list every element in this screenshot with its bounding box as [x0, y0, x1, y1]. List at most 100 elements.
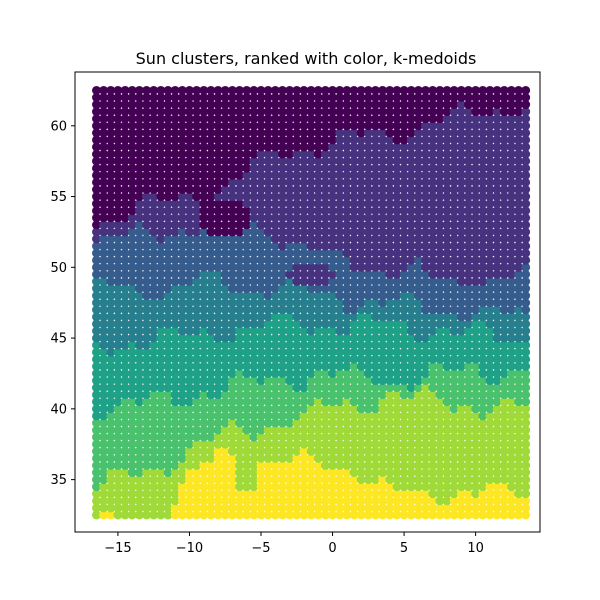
scatter-point-3019	[306, 163, 316, 173]
scatter-point-1403	[92, 347, 101, 357]
scatter-point-1940	[442, 291, 452, 301]
scatter-point-1236	[206, 369, 216, 378]
scatter-point-1964	[177, 284, 187, 293]
scatter-point-3200	[292, 142, 302, 152]
scatter-point-1619	[328, 326, 337, 336]
scatter-point-2320	[106, 241, 116, 251]
scatter-point-2424	[413, 234, 423, 244]
scatter-point-1493	[299, 340, 309, 350]
scatter-point-196	[185, 489, 194, 499]
scatter-point-1951	[521, 291, 531, 301]
scatter-point-1878	[435, 298, 445, 308]
scatter-point-331	[278, 475, 287, 485]
scatter-point-1500	[349, 340, 359, 350]
scatter-point-47	[428, 510, 438, 520]
scatter-point-873	[227, 411, 237, 421]
scatter-point-161	[371, 496, 380, 506]
scatter-point-2232	[349, 255, 359, 265]
scatter-point-2951	[256, 170, 266, 180]
scatter-point-2249	[471, 255, 481, 265]
scatter-point-1504	[378, 340, 388, 350]
scatter-point-263	[227, 482, 237, 492]
scatter-point-3650	[456, 93, 466, 102]
scatter-point-466	[371, 461, 380, 470]
scatter-point-448	[242, 461, 252, 470]
scatter-point-662	[464, 439, 473, 449]
scatter-point-447	[235, 461, 244, 470]
scatter-point-2614	[464, 213, 473, 223]
scatter-point-1069	[320, 390, 330, 400]
scatter-point-2387	[149, 234, 159, 244]
scatter-point-265	[242, 482, 252, 492]
scatter-point-2430	[456, 234, 466, 244]
scatter-point-2467	[285, 227, 295, 237]
scatter-point-386	[235, 468, 244, 477]
scatter-point-1630	[406, 326, 416, 336]
scatter-point-1442	[371, 347, 380, 357]
scatter-point-3292	[514, 135, 523, 145]
scatter-point-2331	[185, 241, 194, 251]
scatter-point-2369	[456, 241, 466, 251]
scatter-point-3131	[235, 149, 244, 159]
scatter-point-3474	[506, 114, 516, 124]
scatter-point-1683	[349, 319, 359, 329]
scatter-point-1897	[134, 291, 144, 301]
scatter-point-3552	[192, 100, 202, 109]
scatter-point-1415	[177, 347, 187, 357]
scatter-point-780	[435, 425, 445, 435]
scatter-point-1205	[421, 376, 430, 385]
scatter-point-3678	[220, 85, 230, 95]
scatter-point-2096	[249, 269, 259, 279]
scatter-point-3486	[156, 107, 166, 117]
scatter-point-3043	[478, 163, 488, 173]
scatter-point-2676	[471, 206, 481, 216]
scatter-point-2091	[213, 269, 223, 279]
scatter-point-2146	[170, 262, 180, 272]
scatter-point-1311	[306, 361, 316, 371]
scatter-point-3503	[278, 107, 287, 117]
scatter-point-2856	[449, 185, 459, 194]
scatter-point-2262	[127, 248, 137, 258]
scatter-point-3353	[514, 128, 523, 138]
scatter-point-696	[270, 432, 280, 442]
scatter-point-2114	[378, 269, 388, 279]
scatter-point-876	[249, 411, 259, 421]
scatter-point-2949	[242, 170, 252, 180]
scatter-point-2272	[199, 248, 209, 258]
scatter-point-2402	[256, 234, 266, 244]
scatter-point-1827	[506, 305, 516, 315]
scatter-point-96	[342, 503, 352, 513]
scatter-point-3572	[335, 100, 345, 109]
scatter-point-3718	[506, 85, 516, 95]
scatter-point-1784	[199, 305, 209, 315]
scatter-point-1650	[113, 319, 123, 329]
scatter-point-3602	[113, 93, 123, 102]
scatter-point-3031	[392, 163, 402, 173]
scatter-point-1455	[464, 347, 473, 357]
scatter-point-997	[242, 397, 252, 407]
scatter-point-2772	[285, 192, 295, 201]
scatter-point-2535	[335, 220, 345, 230]
scatter-point-1326	[413, 361, 423, 371]
scatter-point-2443	[113, 227, 123, 237]
scatter-point-3569	[313, 100, 323, 109]
scatter-point-554	[127, 446, 137, 456]
scatter-point-3703	[399, 85, 409, 95]
scatter-point-1965	[185, 284, 194, 293]
scatter-point-1063	[278, 390, 287, 400]
chart-title: Sun clusters, ranked with color, k-medoi…	[136, 49, 477, 68]
scatter-point-1435	[320, 347, 330, 357]
scatter-point-3379	[263, 121, 273, 131]
scatter-point-122	[92, 496, 101, 506]
scatter-point-2938	[163, 170, 173, 180]
scatter-point-266	[249, 482, 259, 492]
scatter-point-3016	[285, 163, 295, 173]
scatter-point-1631	[413, 326, 423, 336]
scatter-point-2703	[227, 199, 237, 209]
scatter-point-2391	[177, 234, 187, 244]
scatter-point-2328	[163, 241, 173, 251]
scatter-point-2608	[421, 213, 430, 223]
scatter-point-2696	[177, 199, 187, 209]
scatter-point-2638	[199, 206, 209, 216]
scatter-point-1787	[220, 305, 230, 315]
